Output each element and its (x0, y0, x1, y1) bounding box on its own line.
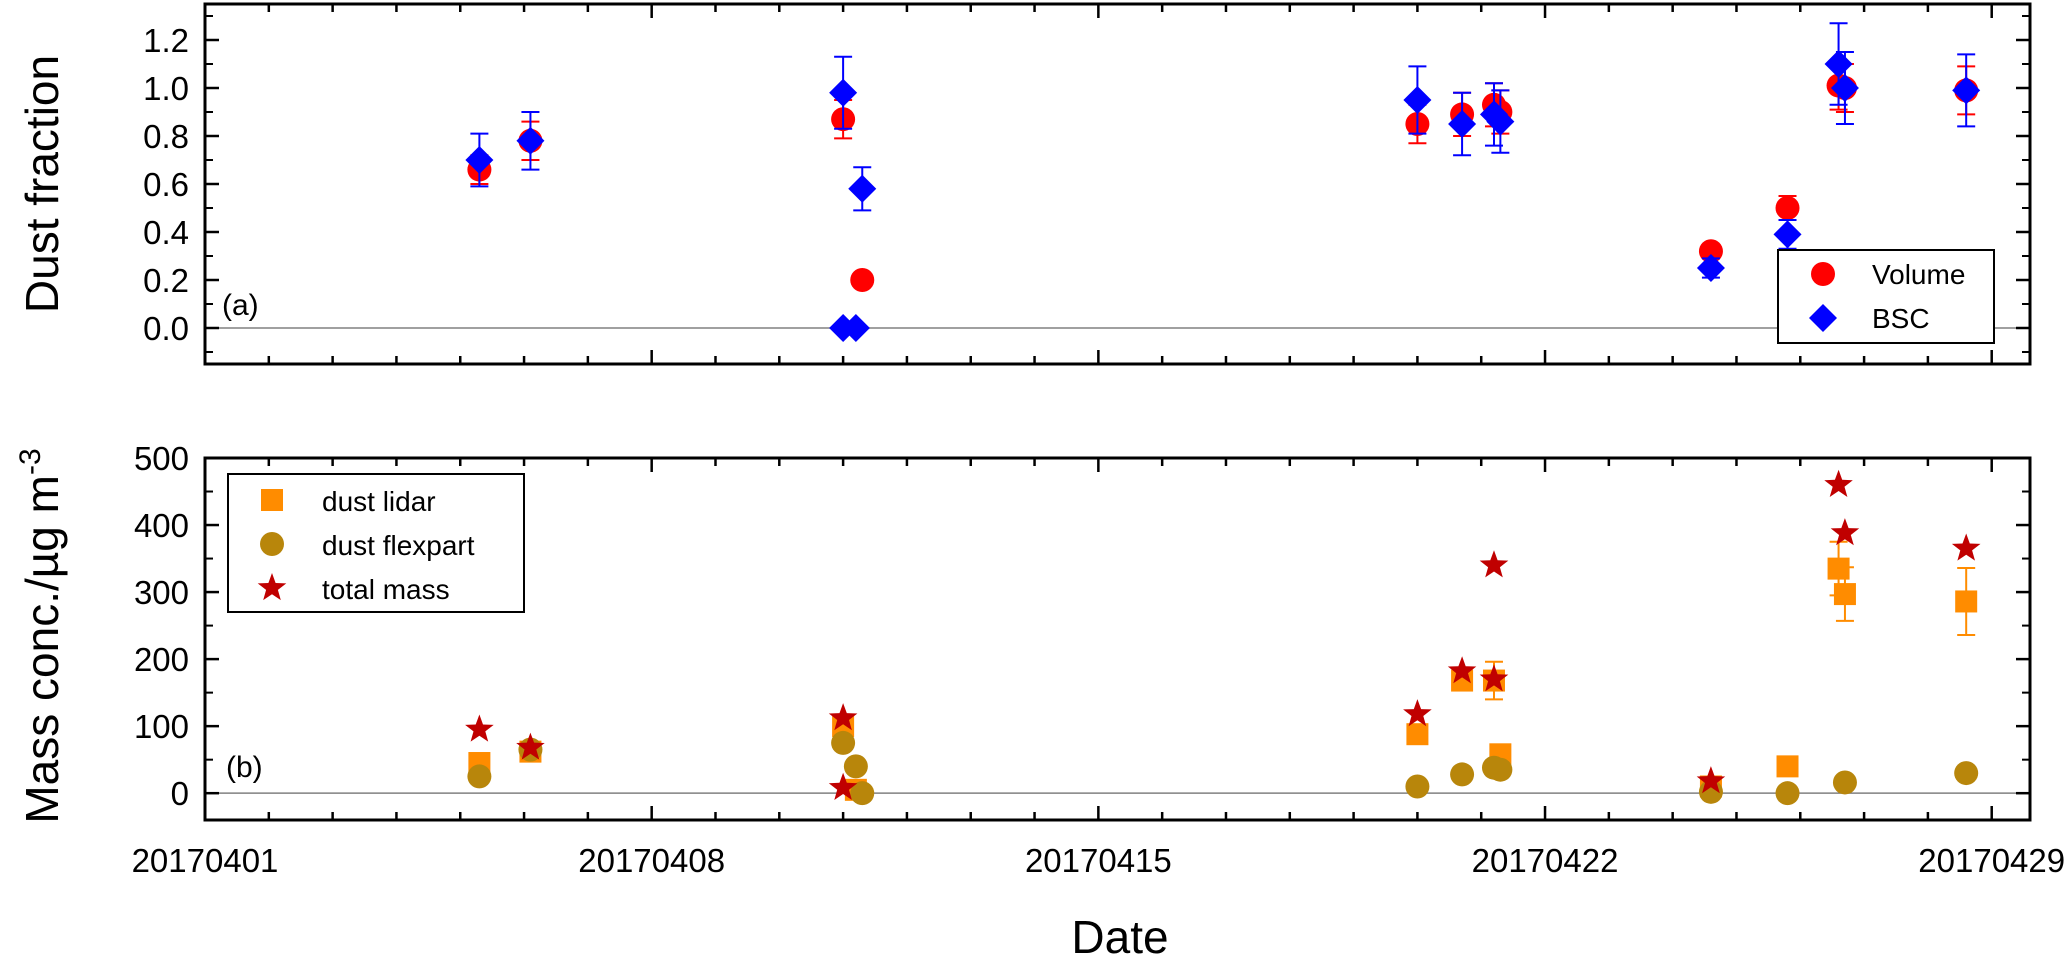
legend-dust-lidar-label: dust lidar (322, 486, 436, 517)
panel-a-y-axis: 0.0 0.2 0.4 0.6 0.8 1.0 1.2 (143, 15, 2030, 353)
panel-a-ytick-label: 0.0 (143, 310, 189, 347)
panel-a-bsc-point (1952, 76, 1981, 105)
panel-b-total-mass-point (1403, 699, 1432, 727)
panel-a-ytick-label: 0.4 (143, 214, 189, 251)
panel-a-bsc-point (1486, 107, 1515, 136)
panel-b-dust-lidar-point (1833, 583, 1856, 606)
legend-dust-flexpart-marker (260, 532, 284, 556)
legend-volume-marker (1811, 262, 1835, 286)
panel-b-dust-lidar-point (1776, 755, 1799, 778)
panel-b-ylabel-main: Mass conc./µg m (16, 475, 68, 824)
panel-b-dust-flexpart-point (467, 764, 492, 789)
panel-b-dust-flexpart-point (1775, 781, 1800, 806)
panel-a-legend-box (1777, 249, 1995, 344)
legend-dust-flexpart-symbol (260, 532, 284, 556)
panel-a-bsc-point (1830, 74, 1859, 102)
panel-b-ytick-label: 200 (134, 641, 189, 678)
panel-a-volume-point (1775, 196, 1800, 220)
panel-a-ytick-label: 0.2 (143, 262, 189, 299)
panel-a-bsc-point (829, 78, 858, 107)
panel-b-dust-flexpart-point (843, 754, 868, 779)
legend-dust-lidar-symbol (261, 489, 283, 511)
panel-b-total-mass-point (1479, 664, 1509, 692)
legend-bsc-symbol (1809, 304, 1837, 332)
panel-a-bsc-point (1403, 86, 1432, 114)
panel-a-ytick-label: 0.8 (143, 118, 189, 155)
panel-b-total-mass-point (465, 714, 494, 742)
panel-b-ytick-label: 400 (134, 507, 189, 544)
x-tick-label: 20170408 (578, 842, 725, 879)
panel-b-ytick-label: 100 (134, 708, 189, 745)
panel-b-legend: dust lidar dust flexpart total mass (227, 473, 525, 613)
panel-a-ytick-label: 0.6 (143, 166, 189, 203)
legend-total-mass-label: total mass (322, 574, 450, 605)
panel-a-bsc-point (516, 126, 545, 155)
panel-b-ylabel: Mass conc./µg m-3 (14, 448, 68, 823)
panel-a-volume-point (850, 268, 875, 292)
panel-b-ytick-label: 0 (171, 775, 189, 812)
panel-b-dust-lidar-point (1827, 557, 1850, 580)
panel-a-ytick-label: 1.0 (143, 70, 189, 107)
panel-a-bsc-point (1773, 220, 1802, 249)
legend-bsc-marker (1809, 304, 1837, 332)
panel-b-dust-lidar-point (1406, 723, 1429, 746)
panel-b-dust-flexpart-point (1488, 757, 1513, 782)
panel-a-marks (465, 22, 1981, 342)
panel-b-total-mass-point (1824, 469, 1853, 497)
x-tick-label: 20170415 (1025, 842, 1172, 879)
panel-a-bsc-point (1824, 50, 1853, 78)
panel-a-bsc-point (1696, 254, 1725, 282)
panel-b-dust-flexpart-point (1832, 770, 1857, 795)
panel-b-total-mass-point (1447, 656, 1477, 684)
panel-a-ylabel: Dust fraction (16, 55, 68, 313)
panel-b-dust-flexpart-point (1405, 774, 1430, 799)
legend-total-mass-symbol (257, 573, 287, 601)
legend-dust-lidar-marker (261, 489, 283, 511)
panel-a: 0.00.20.40.60.81.01.2 (a) Dust fraction … (16, 2, 2032, 366)
x-tick-label: 20170401 (132, 842, 279, 879)
panel-b-total-mass-point (828, 772, 858, 800)
panel-b-ytick-label: 300 (134, 574, 189, 611)
panel-b-dust-flexpart-point (1450, 762, 1475, 787)
x-axis-label: Date (1071, 911, 1168, 958)
legend-dust-flexpart-label: dust flexpart (322, 530, 475, 561)
panel-b: 0 100 200 300 400 500 20170401 20170408 2017041… (14, 440, 2065, 958)
panel-b-dust-flexpart-point (850, 781, 875, 806)
legend-bsc-label: BSC (1872, 303, 1930, 334)
panel-b-dust-lidar-point (1955, 590, 1978, 613)
panel-b-dust-flexpart-point (1954, 761, 1979, 786)
panel-a-bsc-point (848, 174, 877, 203)
legend-volume-symbol (1811, 262, 1835, 286)
panel-a-bsc-point (841, 314, 870, 342)
x-tick-label: 20170422 (1472, 842, 1619, 879)
panel-a-ytick-label: 1.2 (143, 22, 189, 59)
panel-a-bsc-point (1448, 110, 1477, 138)
panel-a-tag: (a) (222, 289, 259, 322)
panel-b-dust-flexpart-point (831, 730, 856, 755)
panel-b-total-mass-point (1951, 533, 1981, 561)
panel-b-y-axis: 0 100 200 300 400 500 (134, 440, 2030, 812)
panel-b-ylabel-superscript: -3 (14, 448, 47, 475)
panel-b-total-mass-point (1696, 766, 1726, 794)
panel-b-marks (465, 469, 1981, 806)
panel-b-x-axis: 20170401 20170408 20170415 20170422 20170429 (132, 458, 2065, 879)
panel-b-tag: (b) (226, 751, 263, 784)
x-tick-label: 20170429 (1918, 842, 2065, 879)
panel-a-x-ticks (203, 4, 1993, 364)
legend-volume-label: Volume (1872, 259, 1965, 290)
panel-a-volume-point (1698, 239, 1723, 264)
legend-total-mass-marker (257, 573, 287, 601)
panel-a-bsc-point (465, 146, 494, 174)
panel-b-total-mass-point (1830, 518, 1860, 546)
panel-b-frame (203, 456, 2032, 822)
panel-a-legend: Volume BSC (1777, 249, 1995, 344)
panel-b-ytick-label: 500 (134, 440, 189, 477)
panel-b-total-mass-point (1479, 550, 1509, 578)
panel-b-total-mass-point (828, 703, 858, 731)
panel-b-total-mass-point (516, 732, 545, 760)
